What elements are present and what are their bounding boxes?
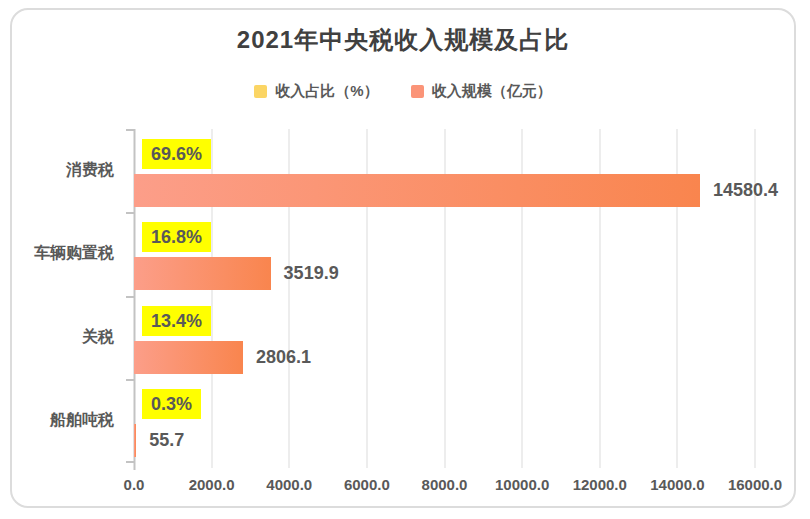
bar-line: 55.7 (134, 424, 755, 457)
category-label: 关税 (82, 296, 114, 379)
share-value-label: 0.3% (142, 389, 201, 419)
bar-row: 船舶吨税0.3%55.7 (134, 379, 755, 462)
revenue-value-label: 14580.4 (713, 180, 778, 201)
revenue-bar[interactable] (134, 341, 243, 374)
bar-row: 关税13.4%2806.1 (134, 296, 755, 379)
category-label: 消费税 (66, 129, 114, 212)
legend-label-share: 收入占比（%） (275, 82, 378, 101)
legend: 收入占比（%） 收入规模（亿元） (12, 82, 794, 101)
x-tick-label: 0.0 (124, 476, 145, 493)
share-value-label: 16.8% (142, 222, 211, 252)
revenue-bar[interactable] (134, 174, 700, 207)
x-axis: 0.02000.04000.06000.08000.010000.012000.… (134, 476, 755, 500)
revenue-bar[interactable] (134, 424, 136, 457)
category-label: 车辆购置税 (34, 212, 114, 295)
x-tick-label: 2000.0 (189, 476, 235, 493)
y-axis-tick (126, 212, 134, 214)
revenue-value-label: 2806.1 (256, 347, 311, 368)
legend-label-scale: 收入规模（亿元） (432, 82, 552, 101)
bar-row: 车辆购置税16.8%3519.9 (134, 212, 755, 295)
x-tick-label: 6000.0 (344, 476, 390, 493)
chart-card: 2021年中央税收入规模及占比 收入占比（%） 收入规模（亿元） 消费税 69.6… (10, 8, 796, 508)
x-tick-label: 10000.0 (495, 476, 549, 493)
bar-row: 消费税69.6%14580.4 (134, 129, 755, 212)
y-axis-tick (126, 379, 134, 381)
legend-swatch-share-icon (254, 85, 267, 98)
revenue-value-label: 3519.9 (284, 263, 339, 284)
x-tick-label: 4000.0 (266, 476, 312, 493)
legend-swatch-scale-icon (411, 85, 424, 98)
y-axis-tick (126, 296, 134, 298)
category-label: 船舶吨税 (50, 379, 114, 462)
bar-line: 2806.1 (134, 341, 755, 374)
chart-title: 2021年中央税收入规模及占比 (12, 24, 794, 56)
revenue-bar[interactable] (134, 257, 271, 290)
x-tick-label: 12000.0 (573, 476, 627, 493)
legend-item-scale[interactable]: 收入规模（亿元） (411, 82, 552, 101)
share-value-label: 13.4% (142, 306, 211, 336)
revenue-value-label: 55.7 (149, 430, 184, 451)
y-axis-tick (126, 129, 134, 131)
share-value-label: 69.6% (142, 139, 211, 169)
legend-item-share[interactable]: 收入占比（%） (254, 82, 378, 101)
y-axis-tick (126, 461, 134, 463)
x-tick-label: 8000.0 (422, 476, 468, 493)
bar-line: 14580.4 (134, 174, 755, 207)
bar-line: 3519.9 (134, 257, 755, 290)
x-tick-label: 16000.0 (728, 476, 782, 493)
plot-area: 消费税69.6%14580.4车辆购置税16.8%3519.9关税13.4%28… (134, 129, 755, 462)
x-tick-label: 14000.0 (650, 476, 704, 493)
